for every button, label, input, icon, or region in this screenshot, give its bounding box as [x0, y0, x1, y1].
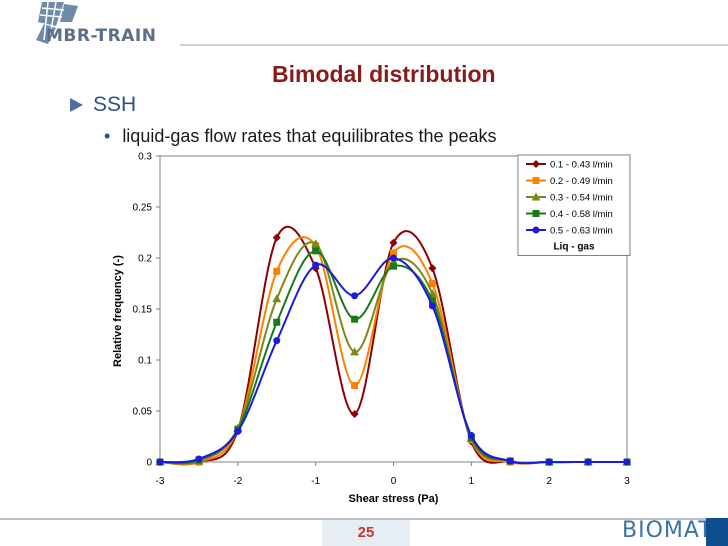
legend-label: 0.3 - 0.54 l/min [550, 193, 613, 204]
y-tick-label: 0.15 [133, 305, 153, 316]
data-point [428, 302, 436, 310]
data-point [350, 410, 359, 419]
data-point [273, 318, 281, 326]
series-line-2 [159, 236, 627, 466]
series-line-4 [159, 249, 627, 465]
x-tick-label: 3 [624, 476, 630, 487]
arrow-bullet-icon [70, 98, 83, 112]
logo-text: MBR-TRAIN [46, 26, 157, 46]
bullet-level2-text: liquid-gas flow rates that equilibrates … [122, 126, 497, 146]
data-point [584, 458, 592, 466]
data-point [312, 261, 320, 269]
data-point [312, 247, 320, 255]
legend-marker [532, 160, 540, 168]
footer-divider [0, 518, 728, 520]
data-point [351, 315, 359, 323]
y-tick-label: 0.25 [133, 203, 153, 214]
data-point [272, 294, 282, 303]
header-divider [180, 44, 728, 46]
data-point [428, 264, 437, 273]
data-point [428, 280, 436, 287]
data-point [273, 267, 281, 275]
legend-marker [531, 192, 541, 201]
data-point [156, 458, 164, 466]
data-point [467, 431, 475, 439]
x-tick-label: 1 [469, 476, 475, 487]
mbr-train-logo [36, 1, 78, 44]
data-point [545, 458, 553, 466]
page-number: 25 [357, 524, 375, 541]
y-tick-label: 0.1 [138, 356, 152, 367]
y-tick-label: 0.05 [133, 407, 153, 418]
data-point [428, 297, 436, 305]
page-number-box [322, 520, 410, 546]
y-tick-label: 0 [146, 458, 152, 469]
legend-box [517, 154, 631, 256]
data-point [389, 238, 398, 247]
legend-marker [532, 210, 540, 217]
data-point [506, 457, 514, 465]
data-point [351, 292, 359, 300]
legend-label: 0.2 - 0.49 l/min [550, 176, 613, 187]
data-point [351, 382, 359, 389]
data-point [273, 337, 281, 345]
legend-marker [532, 177, 540, 184]
bullet-level1-text: SSH [93, 93, 137, 116]
legend-title: Liq - gas [553, 242, 595, 253]
x-tick-label: 2 [546, 476, 552, 487]
data-point [272, 233, 281, 242]
legend-label: 0.5 - 0.63 l/min [550, 226, 613, 237]
y-tick-label: 0.2 [138, 254, 152, 265]
data-point [390, 249, 397, 257]
legend-marker [532, 226, 540, 234]
data-point [350, 347, 360, 356]
data-point [234, 427, 242, 435]
series-line-3 [159, 241, 627, 465]
data-point [390, 262, 397, 270]
dot-bullet-icon: • [104, 126, 111, 146]
bullet-level2: • liquid-gas flow rates that equilibrates… [104, 126, 497, 147]
data-point [390, 254, 397, 262]
biomath-logo-mark [706, 518, 728, 546]
x-tick-label: -2 [233, 476, 242, 487]
slide-title: Bimodal distribution [272, 61, 496, 87]
data-point [311, 239, 321, 248]
x-tick-label: -1 [311, 476, 320, 487]
bullet-level1: SSH [70, 93, 136, 117]
legend-label: 0.4 - 0.58 l/min [550, 209, 613, 220]
y-axis-label: Relative frequency (-) [112, 255, 124, 367]
legend-label: 0.1 - 0.43 l/min [550, 160, 613, 171]
data-point [623, 458, 631, 466]
x-tick-label: -3 [156, 476, 165, 487]
x-tick-label: 0 [391, 476, 397, 487]
series-line-5 [159, 257, 627, 465]
y-tick-label: 0.3 [138, 152, 152, 163]
data-point [195, 455, 203, 463]
x-axis-label: Shear stress (Pa) [349, 493, 439, 505]
